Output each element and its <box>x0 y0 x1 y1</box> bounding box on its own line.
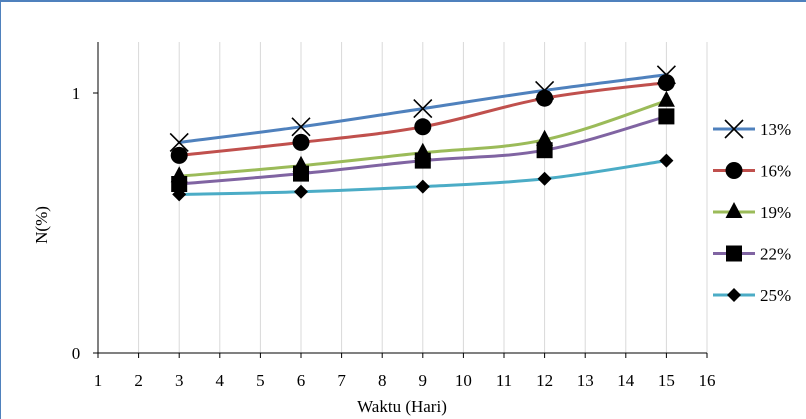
data-point-series-1 <box>414 118 432 136</box>
data-point-series-1 <box>536 89 554 107</box>
data-point-series-4 <box>415 179 430 194</box>
x-tick-label: 14 <box>617 371 635 390</box>
x-tick-label: 11 <box>496 371 512 390</box>
data-point-series-4 <box>537 171 552 186</box>
legend-label-1: 16% <box>760 162 791 181</box>
legend-marker-1 <box>725 162 743 179</box>
data-point-series-4 <box>294 184 308 199</box>
data-point-series-4 <box>172 187 187 202</box>
data-point-series-1 <box>170 146 188 164</box>
data-point-series-1 <box>292 133 310 151</box>
x-tick-label: 4 <box>216 371 225 390</box>
legend-label-0: 13% <box>760 120 791 139</box>
legend-label-4: 25% <box>760 286 791 305</box>
x-tick-label: 2 <box>134 371 143 390</box>
x-tick-label: 7 <box>337 371 346 390</box>
x-tick-label: 6 <box>297 371 306 390</box>
data-point-series-3 <box>536 142 553 159</box>
y-axis-label: N(%) <box>32 206 51 244</box>
data-point-series-2 <box>657 90 675 107</box>
legend-label-3: 22% <box>760 245 791 264</box>
legend-marker-4 <box>727 288 741 302</box>
data-point-series-3 <box>171 176 188 192</box>
data-point-series-3 <box>414 152 431 169</box>
x-tick-label: 10 <box>455 371 472 390</box>
x-tick-label: 13 <box>577 371 594 390</box>
legend-marker-2 <box>725 202 743 218</box>
x-tick-label: 5 <box>256 371 265 390</box>
y-tick-label: 0 <box>72 344 81 363</box>
x-tick-label: 9 <box>419 371 428 390</box>
legend-marker-3 <box>726 245 742 262</box>
x-tick-label: 3 <box>175 371 184 390</box>
x-axis-label: Waktu (Hari) <box>357 397 447 416</box>
legend-marker-0 <box>724 119 744 139</box>
data-point-series-1 <box>657 74 675 92</box>
data-point-series-3 <box>658 108 675 125</box>
x-tick-label: 15 <box>658 371 675 390</box>
legend: 13% 16% 19% 22% 25% <box>713 119 791 305</box>
data-point-series-0 <box>291 117 311 137</box>
data-point-series-4 <box>659 153 674 168</box>
x-tick-label: 8 <box>378 371 387 390</box>
legend-label-2: 19% <box>760 203 791 222</box>
axes <box>93 42 708 358</box>
x-tick-label: 1 <box>94 371 103 390</box>
x-tick-label: 16 <box>699 371 716 390</box>
series-markers <box>169 65 676 202</box>
x-tick-label: 12 <box>536 371 553 390</box>
y-tick-label: 1 <box>72 84 81 103</box>
data-point-series-2 <box>536 129 554 146</box>
data-point-series-3 <box>293 165 309 182</box>
data-point-series-0 <box>169 132 189 152</box>
data-point-series-0 <box>413 99 433 119</box>
